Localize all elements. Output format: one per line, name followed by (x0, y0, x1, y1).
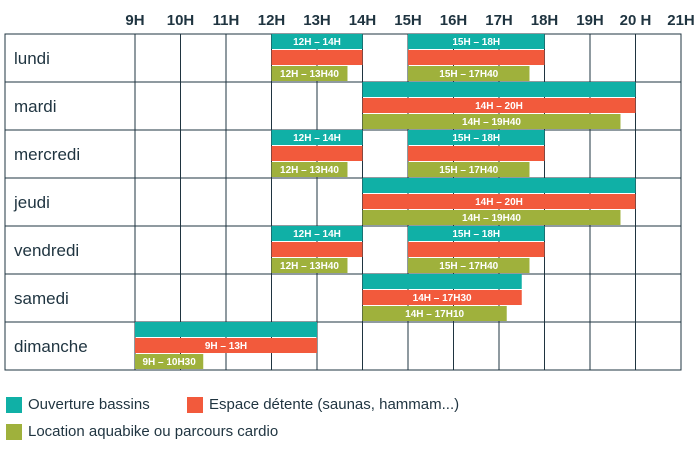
bar-label: 14H – 20H (475, 101, 523, 112)
legend-label-bassins: Ouverture bassins (28, 396, 150, 413)
bar-detente (362, 98, 636, 113)
bar-bassins (408, 226, 545, 241)
bar-aquabike (362, 210, 621, 225)
bar-bassins (408, 34, 545, 49)
hour-label: 19H (576, 12, 604, 29)
bars: 12H – 14H 12H – 13H40 15H – 18H 15H – 17H40… (135, 34, 636, 369)
bar-label: 12H – 14H (293, 229, 341, 240)
hour-label: 9H (125, 12, 144, 29)
bar-label: 15H – 18H (452, 133, 500, 144)
bar-label: 15H – 17H40 (439, 261, 498, 272)
bar-detente (362, 194, 636, 209)
bar-aquabike (271, 258, 348, 273)
bar-label: 15H – 17H40 (439, 165, 498, 176)
bar-aquabike (362, 114, 621, 129)
bar-detente (408, 50, 545, 65)
bar-detente (408, 242, 545, 257)
bar-bassins (362, 274, 522, 289)
day-label-dimanche: dimanche (14, 337, 88, 356)
hour-label: 18H (531, 12, 559, 29)
legend-item-aquabike: Location aquabike ou parcours cardio (6, 423, 278, 440)
bar-label: 15H – 18H (452, 229, 500, 240)
bar-label: 12H – 13H40 (280, 165, 339, 176)
bar-label: 12H – 14H (293, 133, 341, 144)
legend-swatch-aquabike (6, 423, 22, 440)
bar-aquabike (408, 162, 530, 177)
legend-swatch-detente (187, 396, 203, 413)
day-label-jeudi: jeudi (13, 193, 50, 212)
bar-bassins (271, 34, 363, 49)
day-label-mardi: mardi (14, 97, 57, 116)
bar-label: 12H – 13H40 (280, 261, 339, 272)
hour-label: 12H (258, 12, 286, 29)
bar-bassins (135, 322, 317, 337)
bar-detente (271, 50, 363, 65)
hour-label: 17H (485, 12, 513, 29)
legend-label-detente: Espace détente (saunas, hammam...) (209, 396, 460, 413)
bar-label: 14H – 20H (475, 197, 523, 208)
day-label-lundi: lundi (14, 49, 50, 68)
bar-label: 15H – 18H (452, 37, 500, 48)
legend-item-detente: Espace détente (saunas, hammam...) (187, 396, 459, 413)
bar-label: 9H – 13H (205, 341, 247, 352)
bar-bassins (362, 82, 636, 97)
bar-label: 14H – 17H10 (405, 309, 464, 320)
bar-bassins (271, 130, 363, 145)
hour-label: 14H (349, 12, 377, 29)
bar-aquabike (271, 162, 348, 177)
day-labels: lundi mardi mercredi jeudi vendredi samedi dim… (13, 49, 88, 356)
hour-label: 13H (303, 12, 331, 29)
bar-detente (362, 290, 522, 305)
hour-labels: 9H 10H 11H 12H 13H 14H 15H 16H 17H 18H 19H 20 H 21H (125, 12, 694, 29)
bar-label: 14H – 17H30 (413, 293, 472, 304)
bar-bassins (408, 130, 545, 145)
bar-detente (408, 146, 545, 161)
hour-label: 20 H (620, 12, 652, 29)
bar-label: 15H – 17H40 (439, 69, 498, 80)
bar-aquabike (135, 354, 204, 369)
hour-label: 15H (394, 12, 422, 29)
bar-aquabike (362, 306, 507, 321)
bar-label: 12H – 13H40 (280, 69, 339, 80)
day-label-samedi: samedi (14, 289, 69, 308)
hour-label: 10H (167, 12, 195, 29)
bar-label: 9H – 10H30 (142, 357, 196, 368)
hour-label: 21H (667, 12, 695, 29)
hour-label: 11H (213, 12, 240, 29)
legend-label-aquabike: Location aquabike ou parcours cardio (28, 423, 279, 440)
bar-detente (135, 338, 317, 353)
day-label-mercredi: mercredi (14, 145, 80, 164)
hour-label: 16H (440, 12, 468, 29)
bar-aquabike (271, 66, 348, 81)
day-label-vendredi: vendredi (14, 241, 79, 260)
bar-label: 12H – 14H (293, 37, 341, 48)
bar-aquabike (408, 258, 530, 273)
bar-detente (271, 146, 363, 161)
bar-bassins (362, 178, 636, 193)
bar-aquabike (408, 66, 530, 81)
bar-label: 14H – 19H40 (462, 117, 521, 128)
bar-detente (271, 242, 363, 257)
bar-label: 14H – 19H40 (462, 213, 521, 224)
bar-bassins (271, 226, 363, 241)
legend-swatch-bassins (6, 396, 22, 413)
schedule-chart: 9H 10H 11H 12H 13H 14H 15H 16H 17H 18H 19H 20 H 21H … (4, 12, 695, 371)
legend-item-bassins: Ouverture bassins (6, 396, 150, 413)
